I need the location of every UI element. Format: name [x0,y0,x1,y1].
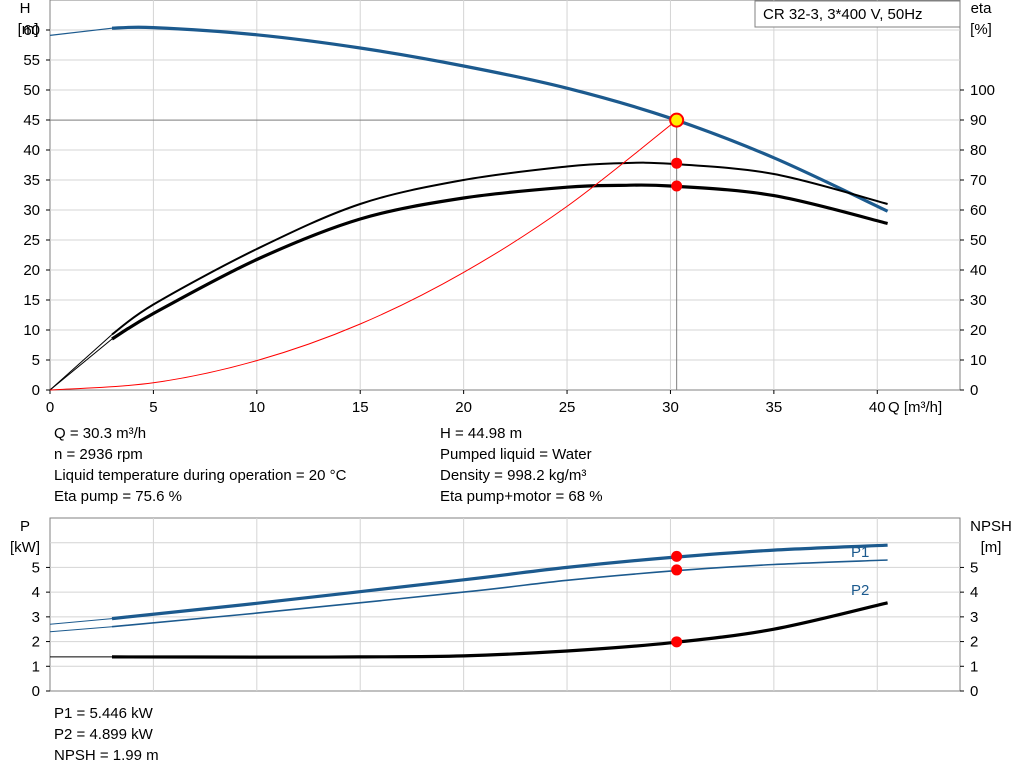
info-pumped-liquid: Pumped liquid = Water [440,446,592,463]
y-left-tick-label: 45 [23,112,40,129]
y-right-tick-label: 30 [970,292,987,309]
series-line-0-6 [49,119,678,391]
y-left-tick-label: 50 [23,82,40,99]
x-tick-label: 35 [766,399,783,416]
info-speed: n = 2936 rpm [54,446,143,463]
y-right-tick-label: 20 [970,322,987,339]
info-liquid-temperature: Liquid temperature during operation = 20… [54,467,347,484]
h-axis-unit: [m] [18,21,39,38]
y-right-tick-label: 0 [970,683,978,700]
p-axis-unit: [kW] [10,539,40,556]
pump-label-box [754,0,961,28]
x-tick-label: 15 [352,399,369,416]
info-head: H = 44.98 m [440,425,523,442]
y-right-tick-label: 70 [970,172,987,189]
x-tick-label: 20 [455,399,472,416]
y-left-tick-label: 25 [23,232,40,249]
series-line-0-4 [49,334,113,391]
y-left-tick-label: 0 [32,683,40,700]
h-axis-title: H [20,0,31,17]
series-line-0-0 [111,25,889,213]
y-right-tick-label: 3 [970,609,978,626]
y-left-tick-label: 5 [32,352,40,369]
eta-axis-title: eta [971,0,993,17]
duty-point-marker [671,564,683,576]
y-right-tick-label: 100 [970,82,995,99]
eta-axis-unit: [%] [970,21,992,38]
series-line-0-1 [49,27,113,36]
y-left-tick-label: 60 [23,22,40,39]
y-right-tick-label: 80 [970,142,987,159]
series-line-0-2 [111,161,888,336]
pump-label: CR 32-3, 3*400 V, 50Hz [763,6,923,23]
info-eta-pump: Eta pump = 75.6 % [54,488,182,505]
y-left-tick-label: 35 [23,172,40,189]
info-p1: P1 = 5.446 kW [54,705,153,722]
y-right-tick-label: 60 [970,202,987,219]
lower-plot-frame [49,517,961,692]
p1-series-label: P1 [851,544,869,561]
series-line-0-3 [111,183,888,341]
series-line-1-3 [49,626,113,633]
y-left-tick-label: 10 [23,322,40,339]
series-line-1-0 [111,543,888,621]
y-left-tick-label: 20 [23,262,40,279]
info-flow: Q = 30.3 m³/h [54,425,147,442]
lower-info: P1 = 5.446 kW P2 = 4.899 kW NPSH = 1.99 … [54,703,159,766]
series-line-1-1 [111,559,888,628]
y-left-tick-label: 4 [32,584,40,601]
y-left-tick-label: 40 [23,142,40,159]
series-line-1-2 [49,618,113,625]
p2-series-label: P2 [851,582,869,599]
y-right-tick-label: 50 [970,232,987,249]
x-tick-label: 5 [149,399,157,416]
y-right-tick-label: 40 [970,262,987,279]
y-right-tick-label: 10 [970,352,987,369]
duty-point-marker [671,550,683,562]
y-right-tick-label: 4 [970,584,978,601]
duty-point-marker [671,636,683,648]
series-line-1-4 [111,601,888,659]
info-density: Density = 998.2 kg/m³ [440,467,587,484]
info-p2: P2 = 4.899 kW [54,726,153,743]
x-axis-label: Q [m³/h] [888,399,942,416]
info-eta-pump-motor: Eta pump+motor = 68 % [440,488,603,505]
operating-point-marker [669,112,685,128]
y-left-tick-label: 0 [32,382,40,399]
upper-plot-frame [49,0,961,391]
duty-point-marker [671,180,683,192]
npsh-axis-title: NPSH [970,518,1012,535]
duty-point-marker [671,157,683,169]
y-left-tick-label: 55 [23,52,40,69]
y-right-tick-label: 2 [970,634,978,651]
info-npsh: NPSH = 1.99 m [54,747,159,764]
y-left-tick-label: 1 [32,658,40,675]
p-axis-title: P [20,518,30,535]
x-tick-label: 0 [46,399,54,416]
y-left-tick-label: 30 [23,202,40,219]
x-tick-label: 40 [869,399,886,416]
y-left-tick-label: 2 [32,634,40,651]
y-left-tick-label: 15 [23,292,40,309]
y-left-tick-label: 3 [32,609,40,626]
y-right-tick-label: 5 [970,559,978,576]
y-right-tick-label: 90 [970,112,987,129]
upper-info-left: Q = 30.3 m³/h n = 2936 rpm Liquid temper… [54,423,346,507]
upper-info-right: H = 44.98 m Pumped liquid = Water Densit… [440,423,603,507]
y-right-tick-label: 1 [970,658,978,675]
npsh-axis-unit: [m] [981,539,1002,556]
x-tick-label: 10 [248,399,265,416]
y-right-tick-label: 0 [970,382,978,399]
x-tick-label: 25 [559,399,576,416]
y-left-tick-label: 5 [32,559,40,576]
series-line-0-5 [49,338,113,391]
x-tick-label: 30 [662,399,679,416]
